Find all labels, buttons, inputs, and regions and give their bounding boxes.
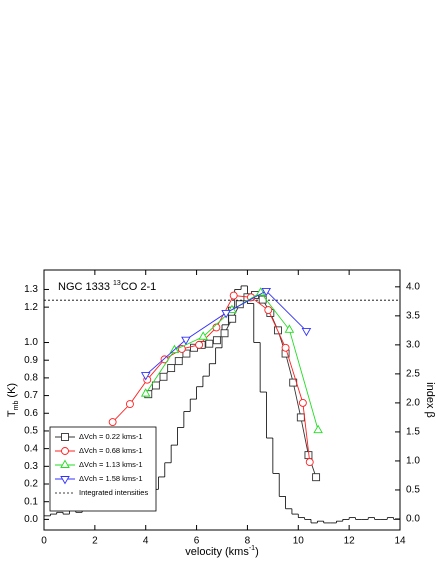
y-tick-label: 1.2: [24, 302, 38, 313]
y-tick-label: 0.3: [24, 461, 38, 472]
y-tick-label: 0.8: [24, 373, 38, 384]
y-tick-label: 0.7: [24, 390, 38, 401]
y2-tick-label: 1.5: [406, 427, 420, 438]
marker: [229, 291, 238, 300]
marker: [228, 314, 237, 323]
title-sup: 13: [113, 280, 121, 287]
marker: [151, 381, 160, 390]
marker: [60, 476, 70, 485]
marker: [61, 447, 69, 455]
marker: [61, 433, 69, 441]
legend-label: Integrated intensities: [79, 488, 148, 497]
marker: [221, 309, 231, 319]
x-label-text: ): [255, 546, 259, 558]
marker: [159, 372, 168, 381]
y-tick-label: 0.2: [24, 479, 38, 490]
y-tick-label: 1.0: [24, 337, 38, 348]
marker: [140, 372, 151, 381]
marker: [255, 287, 266, 296]
y-tick-label: 0.4: [24, 443, 38, 454]
title-text: NGC 1333: [58, 281, 113, 293]
y-tick-label: 0.6: [24, 408, 38, 419]
marker: [305, 458, 314, 467]
x-tick-label: 6: [194, 536, 200, 547]
marker: [167, 364, 176, 373]
x-axis-label: velocity (kms-1): [185, 545, 258, 558]
x-tick-label: 8: [245, 536, 251, 547]
marker: [125, 400, 134, 409]
chart-title: NGC 1333 13CO 2-1: [58, 280, 156, 293]
x-tick-label: 12: [344, 536, 356, 547]
marker: [169, 344, 180, 354]
marker: [313, 424, 323, 434]
y-label-text: (K): [6, 383, 18, 401]
marker: [181, 336, 191, 346]
marker: [284, 324, 295, 333]
marker: [174, 357, 183, 366]
y2-tick-label: 2.0: [406, 398, 420, 409]
marker: [108, 418, 117, 427]
x-tick-label: 10: [293, 536, 305, 547]
y-label-text: T: [6, 410, 18, 417]
y2-tick-label: 1.0: [406, 456, 420, 467]
marker: [281, 343, 290, 352]
title-text: CO 2-1: [121, 281, 156, 293]
x-tick-label: 4: [143, 536, 149, 547]
y-tick-label: 0.9: [24, 355, 38, 366]
marker: [235, 300, 244, 309]
legend-label: ΔVch = 0.22 kms-1: [79, 432, 143, 441]
y-tick-label: 0.0: [24, 514, 38, 525]
marker: [261, 287, 272, 297]
x-tick-label: 14: [394, 536, 406, 547]
marker: [182, 349, 191, 358]
y2-axis-label: index β: [424, 382, 436, 418]
x-label-text: velocity (kms: [185, 546, 249, 558]
marker: [140, 388, 151, 397]
x-label-sup: -1: [249, 545, 255, 552]
marker: [301, 327, 312, 337]
marker: [60, 459, 70, 468]
marker: [198, 331, 208, 340]
y-label-sub: mb: [13, 401, 20, 411]
marker: [195, 340, 204, 349]
y2-tick-label: 0.0: [406, 514, 420, 525]
marker: [212, 336, 221, 345]
plot-frame: [43, 269, 401, 531]
legend-box: [49, 426, 157, 512]
y-tick-label: 0.5: [24, 426, 38, 437]
y-tick-label: 0.1: [24, 496, 38, 507]
y2-tick-label: 3.0: [406, 340, 420, 351]
marker: [312, 473, 321, 482]
y-tick-label: 1.3: [24, 284, 38, 295]
series-line: [145, 292, 319, 431]
x-tick-label: 0: [41, 536, 47, 547]
legend-label: ΔVch = 1.13 kms-1: [79, 460, 143, 469]
x-tick-label: 2: [92, 536, 98, 547]
y-axis-label: Tmb (K): [6, 383, 20, 417]
y2-tick-label: 4.0: [406, 281, 420, 292]
legend-label: ΔVch = 0.68 kms-1: [79, 446, 143, 455]
y2-tick-label: 2.5: [406, 369, 420, 380]
y2-tick-label: 3.5: [406, 310, 420, 321]
marker: [205, 339, 214, 348]
y2-tick-label: 0.5: [406, 485, 420, 496]
legend-label: ΔVch = 1.58 kms-1: [79, 474, 143, 483]
marker: [220, 329, 229, 338]
marker: [296, 413, 305, 422]
marker: [264, 306, 273, 314]
marker: [298, 398, 307, 407]
marker: [258, 295, 267, 304]
